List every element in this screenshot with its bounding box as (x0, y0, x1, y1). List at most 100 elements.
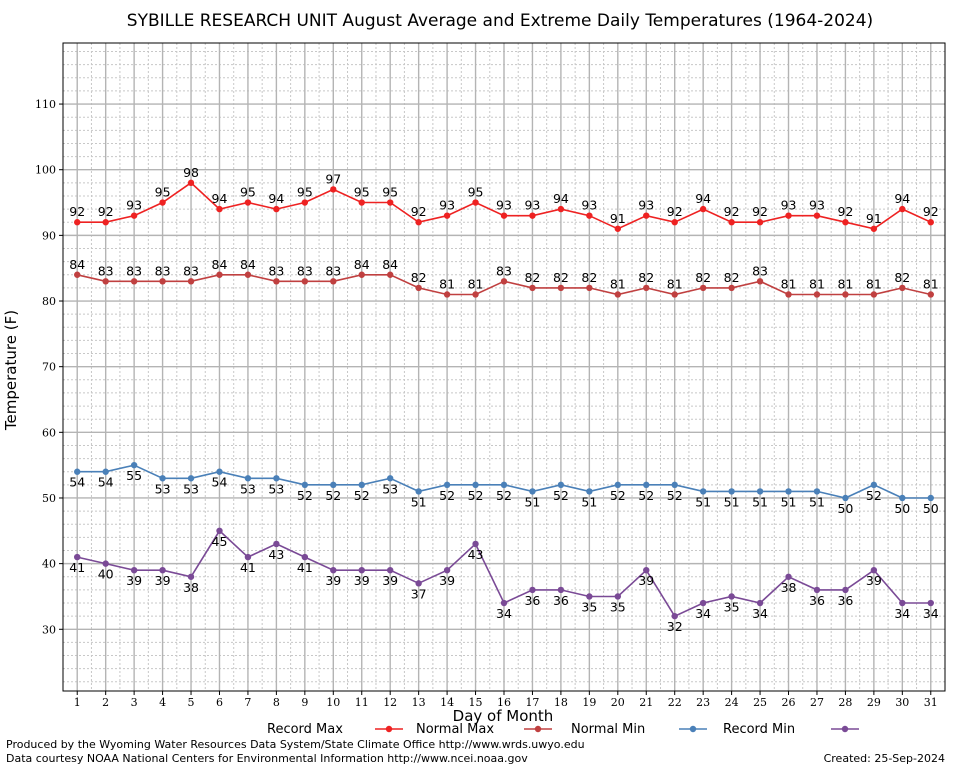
x-tick-label: 1 (74, 696, 81, 709)
data-label-normal-max: 83 (268, 263, 284, 278)
data-point-record-min (842, 586, 849, 594)
data-label-normal-max: 84 (69, 257, 85, 272)
data-label-normal-max: 83 (98, 263, 114, 278)
data-point-normal-min (699, 488, 707, 495)
data-point-normal-min (330, 481, 337, 489)
data-point-normal-max (785, 291, 792, 298)
data-point-normal-max (74, 271, 81, 278)
data-label-record-max: 93 (809, 198, 825, 213)
data-point-record-max (159, 199, 166, 206)
y-tick-label: 40 (42, 558, 56, 571)
footer-produced-by: Produced by the Wyoming Water Resources … (6, 738, 585, 751)
data-label-record-max: 94 (268, 191, 284, 206)
data-point-normal-min (216, 468, 223, 475)
x-tick-label: 18 (554, 696, 568, 709)
data-point-normal-max (216, 271, 223, 278)
data-point-normal-max (899, 284, 906, 292)
data-point-normal-min (643, 481, 650, 489)
data-label-normal-min: 54 (69, 475, 85, 490)
x-tick-label: 21 (639, 696, 653, 709)
x-tick-label: 4 (159, 696, 166, 709)
data-label-record-max: 92 (752, 204, 768, 219)
data-label-normal-max: 81 (468, 276, 484, 291)
x-tick-label: 30 (895, 696, 909, 709)
x-axis-title: Day of Month (453, 707, 554, 725)
data-label-normal-max: 83 (183, 263, 199, 278)
data-label-normal-max: 83 (752, 263, 768, 278)
data-point-normal-min (159, 475, 166, 482)
data-label-normal-max: 84 (382, 257, 398, 272)
data-point-record-max (870, 225, 878, 232)
data-point-record-min (671, 612, 678, 620)
data-point-record-min (927, 599, 934, 607)
data-point-record-min (102, 560, 109, 567)
data-label-record-min: 35 (581, 599, 597, 614)
legend-label-normal-min: Normal Min (571, 722, 645, 737)
x-tick-label: 27 (810, 696, 824, 709)
data-label-normal-min: 50 (923, 501, 939, 516)
series-normal-min: 54 54 55 53 53 54 53 53 52 52 52 53 51 52 52 52 51 52 51 52… (69, 461, 939, 516)
data-label-record-max: 95 (240, 185, 256, 200)
data-label-normal-max: 82 (724, 270, 740, 285)
data-point-normal-min (244, 475, 252, 482)
x-tick-label: 11 (355, 696, 369, 709)
legend-swatch-marker-normal-max (534, 725, 542, 733)
data-point-record-min (472, 540, 479, 548)
data-point-record-min (785, 573, 792, 580)
data-point-record-max (102, 219, 109, 226)
data-point-normal-max (699, 284, 707, 292)
data-point-record-max (358, 199, 365, 206)
x-tick-label: 24 (725, 696, 739, 709)
data-point-record-min (557, 586, 565, 594)
data-label-record-min: 36 (837, 593, 853, 608)
data-label-normal-max: 83 (155, 263, 171, 278)
data-label-record-min: 32 (667, 619, 683, 634)
data-label-record-min: 39 (325, 573, 341, 588)
data-point-normal-min (74, 468, 81, 475)
data-point-normal-min (529, 488, 536, 495)
data-point-record-min (870, 566, 878, 574)
data-point-normal-max (557, 284, 565, 292)
data-label-normal-max: 84 (240, 257, 256, 272)
data-label-record-max: 92 (69, 204, 85, 219)
footer-data-courtesy: Data courtesy NOAA National Centers for … (6, 752, 528, 765)
data-point-record-min (301, 553, 309, 561)
x-tick-label: 26 (782, 696, 796, 709)
data-point-record-max (443, 212, 451, 219)
x-tick-label: 12 (383, 696, 397, 709)
data-label-normal-max: 82 (581, 270, 597, 285)
data-point-record-min (443, 566, 451, 574)
x-tick-label: 15 (469, 696, 483, 709)
x-tick-label: 16 (497, 696, 511, 709)
data-label-record-max: 93 (524, 198, 540, 213)
data-point-normal-min (472, 481, 479, 489)
data-label-normal-min: 52 (496, 488, 512, 503)
data-point-normal-min (842, 494, 849, 502)
legend-swatch-marker-normal-min (689, 725, 697, 733)
data-point-record-min (386, 566, 394, 574)
data-point-normal-min (187, 475, 195, 482)
data-point-record-min (500, 599, 508, 607)
data-point-record-min (899, 599, 906, 607)
data-point-normal-max (472, 291, 479, 298)
series-record-min: 41 40 39 39 38 45 41 43 41 39 39 39 37 39 43 34 36 36 35 35… (69, 527, 939, 634)
data-label-normal-min: 51 (809, 494, 825, 509)
data-point-record-max (273, 205, 280, 213)
data-point-record-min (586, 593, 593, 600)
x-tick-label: 8 (273, 696, 280, 709)
data-point-record-min (187, 573, 195, 580)
data-point-normal-max (500, 278, 508, 285)
data-label-normal-max: 83 (297, 263, 313, 278)
series-record-max: 92 92 93 95 98 94 95 94 95 97 95 95 92 93 95 93 93 94 93 91… (69, 165, 939, 232)
data-label-record-min: 38 (781, 580, 797, 595)
y-tick-label: 60 (42, 426, 56, 439)
data-label-record-min: 38 (183, 580, 199, 595)
data-label-normal-max: 83 (126, 263, 142, 278)
data-label-record-max: 95 (297, 185, 313, 200)
data-point-record-min (728, 593, 735, 600)
data-label-record-max: 94 (553, 191, 569, 206)
x-tick-label: 17 (525, 696, 539, 709)
data-label-normal-min: 52 (325, 488, 341, 503)
